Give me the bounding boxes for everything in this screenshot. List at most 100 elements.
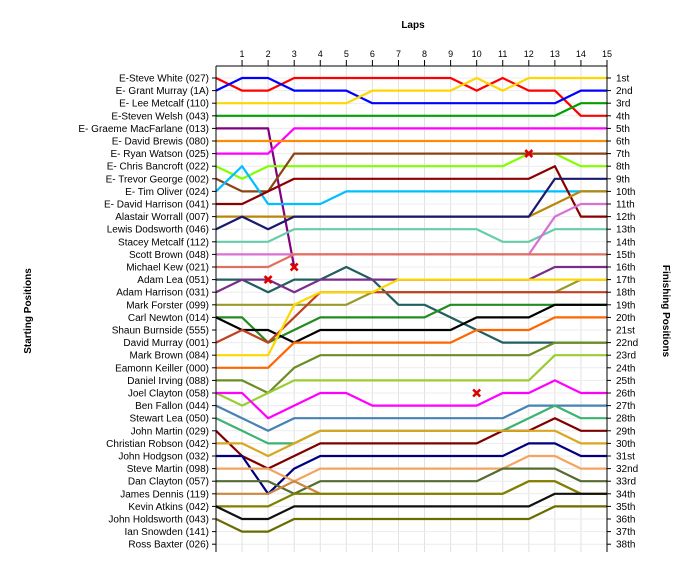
crash-marker-stroke xyxy=(263,275,273,285)
x-tick-label: 9 xyxy=(448,49,453,59)
starting-position-label: E- Ryan Watson (025) xyxy=(110,149,209,160)
driver-position-line xyxy=(216,165,607,218)
finishing-position-label: 1st xyxy=(616,74,630,85)
finishing-position-label: 26th xyxy=(616,389,635,400)
x-tick-label: 15 xyxy=(602,49,612,59)
driver-position-line xyxy=(216,127,296,268)
starting-position-label: Steve Martin (098) xyxy=(127,464,209,475)
starting-position-label: Shaun Burnside (555) xyxy=(112,326,209,337)
crash-marker xyxy=(472,388,482,398)
finishing-position-label: 27th xyxy=(616,401,635,412)
finishing-position-label: 25th xyxy=(616,376,635,387)
driver-position-line xyxy=(215,76,607,105)
finishing-position-label: 11th xyxy=(616,200,635,211)
crash-marker-stroke xyxy=(524,149,534,159)
starting-position-label: Mark Forster (099) xyxy=(126,300,209,311)
x-tick-label: 7 xyxy=(396,49,401,59)
x-tick-label: 14 xyxy=(576,49,586,59)
starting-position-label: John Hodgson (032) xyxy=(118,452,209,463)
starting-position-label: Stewart Lea (050) xyxy=(130,414,210,425)
finishing-position-label: 8th xyxy=(616,162,630,173)
starting-position-label: Michael Kew (021) xyxy=(126,263,209,274)
driver-position-line xyxy=(215,303,607,344)
finishing-position-label: 16th xyxy=(616,263,635,274)
driver-position-line xyxy=(215,165,607,206)
driver-position-line xyxy=(215,404,607,445)
starting-position-label: E-Steve White (027) xyxy=(119,74,209,85)
finishing-position-label: 4th xyxy=(616,111,630,122)
starting-position-label: E- David Brewis (080) xyxy=(112,137,209,148)
finishing-position-label: 15th xyxy=(616,250,635,261)
finishing-position-label: 28th xyxy=(616,414,635,425)
crash-marker-stroke xyxy=(289,262,299,272)
finishing-position-label: 7th xyxy=(616,149,630,160)
finishing-position-label: 2nd xyxy=(616,86,633,97)
x-tick-label: 2 xyxy=(266,49,271,59)
starting-position-label: John Holdsworth (043) xyxy=(108,515,209,526)
driver-position-line xyxy=(216,253,607,269)
crash-marker xyxy=(263,275,273,285)
starting-position-label: James Dennis (119) xyxy=(120,489,209,500)
starting-position-label: Stacey Metcalf (112) xyxy=(118,237,209,248)
finishing-position-label: 19th xyxy=(616,300,635,311)
finishing-position-label: 36th xyxy=(616,515,635,526)
crash-markers xyxy=(263,149,534,398)
x-tick-label: 3 xyxy=(292,49,297,59)
driver-position-line xyxy=(216,429,607,458)
finishing-position-label: 14th xyxy=(616,237,635,248)
starting-position-label: Christian Robson (042) xyxy=(106,439,209,450)
starting-position-label: E- Graeme MacFarlane (013) xyxy=(78,124,209,135)
x-tick-label: 4 xyxy=(318,49,323,59)
finishing-position-label: 20th xyxy=(616,313,635,324)
driver-position-line xyxy=(216,454,607,483)
driver-position-line xyxy=(215,492,607,521)
starting-position-label: Ben Fallon (044) xyxy=(135,401,209,412)
x-axis-title: Laps xyxy=(401,20,425,31)
starting-position-label: Eamonn Keiller (000) xyxy=(115,363,209,374)
finishing-position-label: 12th xyxy=(616,212,635,223)
starting-position-label: Joel Clayton (058) xyxy=(128,389,209,400)
starting-position-label: Mark Brown (084) xyxy=(130,351,209,362)
driver-position-line xyxy=(215,177,607,231)
finishing-position-label: 22nd xyxy=(616,338,638,349)
finishing-position-label: 9th xyxy=(616,174,630,185)
starting-position-label: Ross Baxter (026) xyxy=(128,540,209,551)
starting-position-label: Lewis Dodsworth (046) xyxy=(107,225,209,236)
driver-position-line xyxy=(215,417,607,470)
finishing-position-label: 24th xyxy=(616,363,635,374)
finishing-position-label: 23rd xyxy=(616,351,636,362)
x-tick-label: 12 xyxy=(524,49,534,59)
x-tick-label: 10 xyxy=(472,49,482,59)
crash-marker xyxy=(524,149,534,159)
driver-position-line xyxy=(216,442,607,495)
finishing-position-label: 3rd xyxy=(616,99,630,110)
starting-position-label: David Murray (001) xyxy=(123,338,209,349)
starting-position-label: E-Steven Welsh (043) xyxy=(111,111,209,122)
x-tick-label: 6 xyxy=(370,49,375,59)
starting-position-label: E- Tim Oliver (024) xyxy=(125,187,209,198)
finishing-position-label: 29th xyxy=(616,426,635,437)
starting-position-label: E- Trevor George (002) xyxy=(106,174,209,185)
axis-lines xyxy=(215,65,608,552)
finishing-position-label: 17th xyxy=(616,275,635,286)
starting-position-label: E- Chris Bancroft (022) xyxy=(107,162,209,173)
x-tick-label: 11 xyxy=(498,49,507,59)
crash-marker xyxy=(289,262,299,272)
starting-position-label: Scott Brown (048) xyxy=(129,250,209,261)
driver-position-line xyxy=(215,505,607,533)
finishing-position-label: 30th xyxy=(616,439,635,450)
finishing-position-label: 13th xyxy=(616,225,635,236)
y-axis-title-right: Finishing Positions xyxy=(660,265,671,358)
finishing-position-label: 37th xyxy=(616,527,635,538)
driver-position-line xyxy=(215,354,607,407)
finishing-position-label: 5th xyxy=(616,124,630,135)
starting-positions-labels: E-Steve White (027)E- Grant Murray (1A) E… xyxy=(78,74,216,551)
finishing-position-label: 35th xyxy=(616,502,635,513)
finishing-position-label: 33rd xyxy=(616,477,636,488)
finishing-position-label: 18th xyxy=(616,288,635,299)
starting-position-label: E- Lee Metcalf (110) xyxy=(119,99,209,110)
starting-position-label: Adam Lea (051) xyxy=(137,275,209,286)
driver-position-line xyxy=(215,152,607,193)
